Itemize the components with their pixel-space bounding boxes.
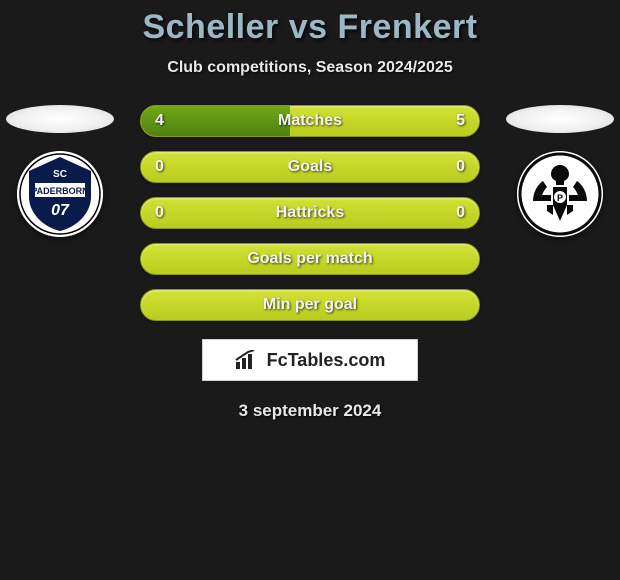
club-badge-right: P [517,151,603,237]
stat-right-value: 0 [456,204,465,222]
stat-bar-goals-per-match: Goals per match [140,243,480,275]
stat-label: Matches [278,112,342,130]
main-row: SC PADERBORN 07 4 Matches 5 0 Goals 0 [0,105,620,421]
preussen-icon: P [517,151,603,237]
infographic-root: Scheller vs Frenkert Club competitions, … [0,0,620,421]
stat-label: Goals [288,158,332,176]
player-photo-placeholder-right [506,105,614,133]
left-player-column: SC PADERBORN 07 [6,105,114,237]
stat-bar-hattricks: 0 Hattricks 0 [140,197,480,229]
player-photo-placeholder-left [6,105,114,133]
branding-box: FcTables.com [202,339,418,381]
svg-text:PADERBORN: PADERBORN [31,186,88,196]
svg-text:07: 07 [51,202,70,219]
stat-right-value: 5 [456,112,465,130]
paderborn-icon: SC PADERBORN 07 [17,151,103,237]
stat-left-value: 0 [155,204,164,222]
page-title: Scheller vs Frenkert [0,8,620,47]
stat-bar-min-per-goal: Min per goal [140,289,480,321]
stat-left-value: 4 [155,112,164,130]
stat-bar-goals: 0 Goals 0 [140,151,480,183]
stat-label: Min per goal [263,296,357,314]
stat-left-value: 0 [155,158,164,176]
svg-text:SC: SC [53,169,67,180]
svg-text:P: P [557,193,563,203]
footer-date: 3 september 2024 [239,401,382,421]
page-subtitle: Club competitions, Season 2024/2025 [0,59,620,77]
right-player-column: P [506,105,614,237]
club-badge-left: SC PADERBORN 07 [17,151,103,237]
stats-column: 4 Matches 5 0 Goals 0 0 Hattricks 0 Goal… [122,105,498,421]
stat-label: Goals per match [247,250,372,268]
stat-right-value: 0 [456,158,465,176]
bar-chart-icon [235,350,261,370]
stat-label: Hattricks [276,204,344,222]
stat-bar-matches: 4 Matches 5 [140,105,480,137]
branding-text: FcTables.com [267,350,386,371]
